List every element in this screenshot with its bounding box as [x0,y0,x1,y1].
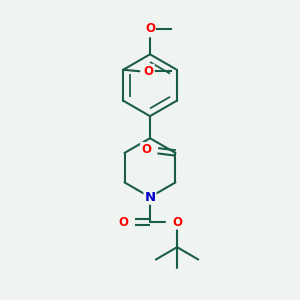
Text: O: O [141,143,151,156]
Text: N: N [144,190,156,204]
Text: O: O [144,65,154,78]
Text: O: O [118,216,128,229]
Text: O: O [172,216,182,229]
Text: O: O [145,22,155,35]
